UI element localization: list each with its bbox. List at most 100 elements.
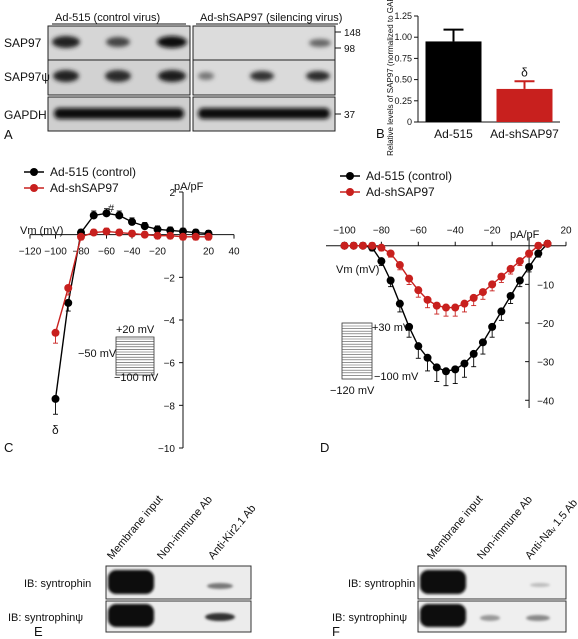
panel-f: Membrane input Non-immune Ab Anti-Naᵥ 1.… [332, 493, 578, 639]
protocol-steps-c [115, 336, 155, 376]
group1-label: Ad-515 (control virus) [55, 12, 160, 24]
data-point [488, 280, 497, 289]
legend-marker [30, 184, 38, 192]
y-tick-label: −10 [537, 280, 554, 291]
data-point [89, 211, 98, 220]
data-point [442, 303, 450, 312]
protocol-box-c [115, 336, 155, 376]
data-point [140, 222, 149, 231]
y-tick-label-b: 0.50 [394, 75, 412, 85]
data-point [368, 241, 377, 250]
data-point [395, 299, 404, 308]
bar-ad-shsap97 [496, 88, 553, 122]
data-point [543, 239, 552, 248]
category-label-b: Ad-shSAP97 [490, 127, 559, 141]
protocol-top-d: +30 mV [372, 322, 411, 334]
y-tick-label-b: 0.75 [394, 53, 412, 63]
x-axis-label: Vm (mV) [20, 225, 63, 237]
data-point [423, 295, 432, 304]
data-point [115, 228, 124, 237]
lane-f-3: Anti-Naᵥ 1.5 Ab [523, 497, 578, 562]
lane-e-2: Non-immune Ab [155, 494, 215, 562]
data-point [515, 276, 524, 285]
data-point [497, 272, 506, 281]
data-point [506, 291, 515, 300]
data-point [442, 367, 450, 376]
protocol-inset-d: +30 mV −120 mV −100 mV [330, 322, 419, 397]
data-point [405, 322, 414, 331]
panel-letter-d: D [320, 440, 329, 455]
data-point [423, 353, 432, 362]
protocol-bottom-d: −100 mV [374, 371, 419, 383]
data-point [179, 232, 187, 241]
data-point [128, 217, 136, 226]
data-point [153, 225, 162, 234]
legend-marker [346, 188, 354, 196]
data-point [405, 274, 414, 283]
legend-entry: Ad-515 (control) [366, 169, 452, 183]
data-point [478, 338, 487, 347]
data-point [414, 342, 423, 351]
legend-entry: Ad-shSAP97 [366, 185, 435, 199]
data-point [64, 298, 73, 307]
data-point [204, 232, 213, 241]
significance-delta-c: δ [52, 423, 59, 437]
row-e-syntrophinpsi: IB: syntrophinψ [8, 612, 83, 624]
data-point [460, 299, 469, 308]
x-tick-label: −20 [484, 226, 501, 237]
y-tick-label: −6 [164, 359, 176, 370]
data-point [377, 243, 386, 252]
row-f-syntrophin: IB: syntrophin [348, 578, 415, 590]
y-tick-label: −2 [164, 273, 176, 284]
y-tick-label: −4 [164, 316, 176, 327]
x-tick-label: −120 [19, 247, 42, 258]
x-tick-label: 40 [228, 247, 240, 258]
data-point [460, 359, 469, 368]
x-tick-label: −60 [98, 247, 115, 258]
data-point [166, 231, 175, 240]
blot-e-bands [108, 570, 235, 627]
x-tick-label: −20 [149, 247, 166, 258]
data-point [128, 229, 136, 238]
protocol-box-d [341, 322, 373, 380]
blot-bands [52, 36, 331, 119]
data-point [340, 241, 349, 250]
data-point [451, 303, 460, 312]
data-point [534, 241, 543, 250]
panel-e: Membrane input Non-immune Ab Anti-Kir2.1… [8, 493, 259, 639]
protocol-inset-c: +20 mV −50 mV −100 mV [78, 324, 159, 384]
x-tick-label: −100 [333, 226, 356, 237]
x-tick-label: −40 [447, 226, 464, 237]
data-point [51, 394, 60, 403]
data-point [191, 232, 200, 241]
x-tick-label: 20 [203, 247, 215, 258]
data-point [64, 284, 73, 292]
y-tick-label: −10 [158, 444, 175, 455]
y-tick-label: −30 [537, 358, 554, 369]
x-axis-label: Vm (mV) [336, 264, 379, 276]
protocol-bottom-c: −100 mV [114, 372, 159, 384]
y-tick-label-b: 1.00 [394, 32, 412, 42]
data-point [102, 209, 111, 218]
y-tick-label: −8 [164, 401, 176, 412]
data-point [534, 249, 543, 258]
row-label-sap97: SAP97 [4, 36, 42, 50]
protocol-top-c: +20 mV [116, 324, 155, 336]
significance-delta-b: δ [521, 65, 528, 79]
marker-37: 37 [344, 110, 356, 121]
x-tick-label: −60 [410, 226, 427, 237]
row-e-syntrophin: IB: syntrophin [24, 578, 91, 590]
data-point [349, 241, 358, 250]
row-label-sap97psi: SAP97ψ [4, 70, 50, 84]
data-point [77, 232, 85, 241]
x-tick-label: 20 [560, 226, 572, 237]
y-axis-label: pA/pF [174, 181, 204, 193]
data-point [525, 262, 534, 271]
data-point [89, 228, 98, 237]
x-tick-label: −40 [124, 247, 141, 258]
row-label-gapdh: GAPDH [4, 108, 47, 122]
panel-letter-f: F [332, 624, 340, 639]
y-axis-label: pA/pF [510, 229, 540, 241]
